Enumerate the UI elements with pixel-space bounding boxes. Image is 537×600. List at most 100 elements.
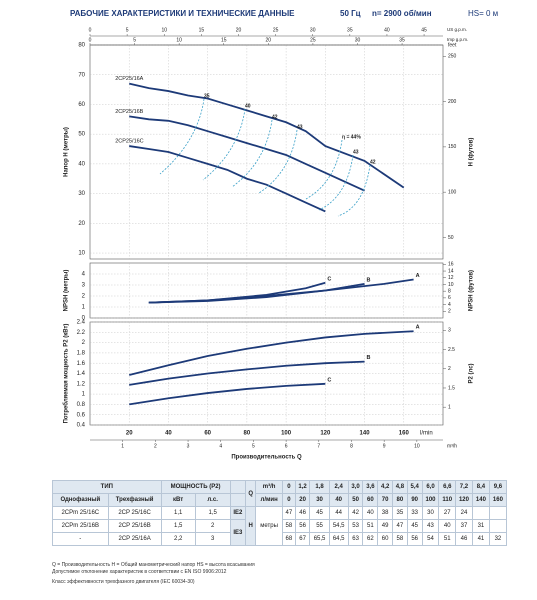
- y2-tick-label: 8: [448, 288, 451, 294]
- cell: 3: [194, 532, 231, 546]
- row: Однофазный Трехфазный кВт л.с. л/мин 0 20 30 40 5…: [52, 493, 508, 507]
- cell: H: [245, 506, 257, 546]
- y2-tick-label: 6: [448, 295, 451, 301]
- cell: 32: [488, 532, 508, 546]
- y2-tick-label: 1: [448, 405, 451, 411]
- x-tick-label: 40: [165, 431, 172, 437]
- cell: 40: [438, 519, 456, 533]
- top-unit: Imp g.p.m.: [447, 37, 468, 42]
- speed: n= 2900 об/мин: [372, 9, 432, 18]
- series-label: A: [416, 325, 420, 331]
- m3h-tick-label: 9: [383, 443, 386, 449]
- y2-tick-label: 14: [448, 268, 454, 274]
- cell: 45: [309, 506, 330, 520]
- cell: 63: [347, 532, 364, 546]
- title: РАБОЧИЕ ХАРАКТЕРИСТИКИ И ТЕХНИЧЕСКИЕ ДАН…: [70, 9, 295, 18]
- cell: 56: [294, 519, 311, 533]
- cell: 27: [438, 506, 456, 520]
- y-tick-label: 1.4: [77, 371, 86, 377]
- cell: 70: [377, 493, 394, 507]
- cell: 62: [362, 532, 379, 546]
- y-tick-label: 20: [78, 221, 85, 227]
- cell: 55: [309, 519, 330, 533]
- cell: 1,2: [294, 480, 311, 494]
- y-tick-label: 1.2: [77, 381, 86, 387]
- curve: [129, 330, 414, 376]
- top-unit: US g.p.m.: [447, 27, 467, 32]
- cell: 1,5: [194, 506, 231, 520]
- x-tick-label: 140: [360, 431, 371, 437]
- series-label: 2CP25/16C: [115, 139, 143, 145]
- cell: 46: [294, 506, 311, 520]
- y-axis-label: NPSH (метры): [64, 270, 70, 312]
- cell: 3,6: [362, 480, 379, 494]
- x-tick-label: 160: [399, 431, 410, 437]
- top-tick-label: 15: [199, 27, 205, 33]
- x-tick-label: 60: [204, 431, 211, 437]
- cell: 100: [421, 493, 440, 507]
- efficiency-label: 42: [370, 159, 376, 165]
- efficiency-label: 43: [353, 149, 359, 155]
- row: 2CPm 25/16B 2CP 25/16B 1,5 2 IE3 58 56 55 54,5 53…: [52, 519, 508, 546]
- freq: 50 Гц: [340, 9, 361, 18]
- cell: 24: [455, 506, 473, 520]
- cell: [229, 493, 247, 507]
- cell: 42: [347, 506, 364, 520]
- y-tick-label: 70: [78, 72, 85, 78]
- cell: 40: [328, 493, 349, 507]
- top-tick-label: 30: [310, 27, 316, 33]
- curve: [148, 278, 414, 304]
- cell: Трехфазный: [107, 493, 162, 507]
- x-tick-label: 100: [281, 431, 292, 437]
- y2-tick-label: 200: [448, 99, 457, 105]
- cell: 31: [471, 519, 490, 533]
- top-tick-label: 15: [221, 37, 227, 43]
- y-tick-label: 2.4: [77, 320, 86, 326]
- y2-tick-label: 3: [448, 328, 451, 334]
- y-tick-label: 0.6: [77, 412, 86, 418]
- top-tick-label: 30: [355, 37, 361, 43]
- top-tick-label: 10: [176, 37, 182, 43]
- top-tick-label: 45: [421, 27, 427, 33]
- cell: 37: [455, 519, 473, 533]
- y-tick-label: 2: [82, 340, 86, 346]
- cell: 41: [471, 532, 490, 546]
- cell: 6,0: [421, 480, 440, 494]
- efficiency-line: [159, 98, 205, 175]
- series-label: B: [367, 277, 371, 283]
- cell: кВт: [160, 493, 196, 507]
- y2-axis-label: P2 (лс): [469, 363, 475, 383]
- series-label: C: [327, 276, 331, 282]
- y2-tick-label: 16: [448, 262, 454, 268]
- y2-tick-label: 150: [448, 144, 457, 150]
- cell: 46: [455, 532, 473, 546]
- top-tick-label: 5: [126, 27, 129, 33]
- cell: 2CP 25/16A: [107, 532, 162, 546]
- cell: -: [52, 532, 109, 546]
- y-tick-label: 1.8: [77, 350, 86, 356]
- top-tick-label: 20: [236, 27, 242, 33]
- cell: 33: [406, 506, 423, 520]
- row: -2CP 25/16A 2,2 3 68 67 65,5 64,5 63 62 60 58 56 54 5…: [52, 532, 508, 546]
- cell: m³/h: [255, 480, 284, 494]
- cell: л.с.: [194, 493, 231, 507]
- note: Допустимое отклонение характеристик в со…: [52, 569, 227, 575]
- x-tick-label: 20: [126, 431, 133, 437]
- cell: л/мин: [255, 493, 284, 507]
- cell: 68: [282, 532, 296, 546]
- cell: 2CP 25/16B: [107, 519, 162, 533]
- y2-tick-label: 4: [448, 302, 451, 308]
- efficiency-line: [231, 119, 273, 188]
- cell: 4,2: [377, 480, 394, 494]
- y-tick-label: 80: [78, 43, 85, 49]
- m3h-tick-label: 10: [414, 443, 420, 449]
- y-tick-label: 1: [82, 305, 86, 311]
- y-axis-label: Потребляемая мощность P2 (кВт): [63, 324, 70, 424]
- curve: [129, 382, 326, 406]
- cell: 58: [392, 532, 408, 546]
- cell: 110: [438, 493, 456, 507]
- y-tick-label: 2.2: [77, 330, 86, 336]
- top-tick-label: 20: [266, 37, 272, 43]
